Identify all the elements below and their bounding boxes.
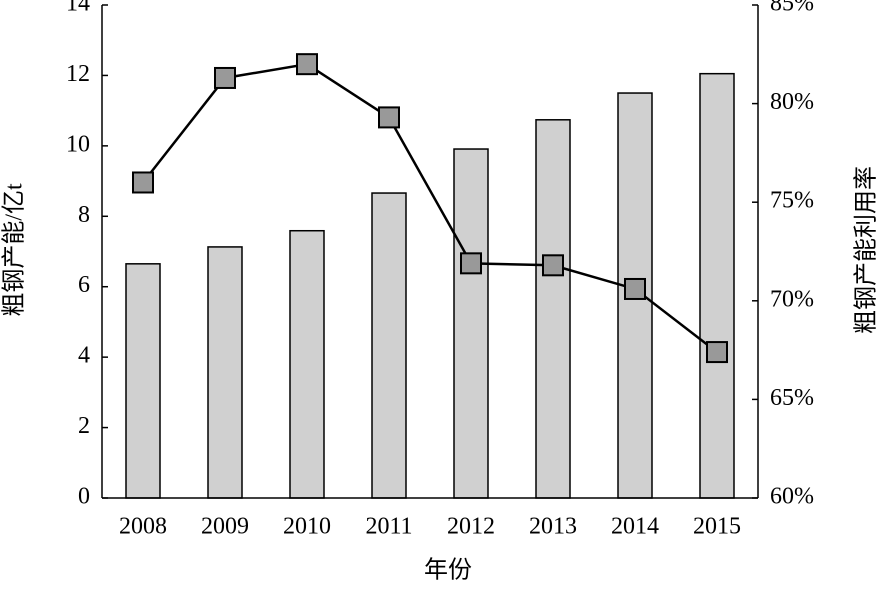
- y-axis-label: 粗钢产能/亿t: [1, 183, 28, 317]
- x-axis-label: 年份: [424, 557, 472, 584]
- y-tick-label: 6: [78, 272, 90, 298]
- x-tick-label: 2013: [529, 514, 577, 540]
- line-marker: [214, 66, 236, 89]
- line-marker: [296, 53, 318, 76]
- y-tick-label: 0: [78, 484, 90, 510]
- y-tick-label: 8: [78, 202, 90, 228]
- y2-tick-label: 85%: [770, 0, 814, 17]
- y2-tick-label: 65%: [770, 385, 814, 411]
- x-tick-label: 2014: [611, 514, 659, 540]
- x-tick-label: 2008: [119, 514, 167, 540]
- x-tick-label: 2010: [283, 514, 331, 540]
- y2-tick-label: 70%: [770, 286, 814, 312]
- bar: [699, 72, 735, 499]
- x-tick-label: 2009: [201, 514, 249, 540]
- y-tick-label: 14: [66, 0, 90, 17]
- y-tick-label: 4: [78, 343, 90, 369]
- bar: [207, 246, 243, 499]
- x-tick-label: 2012: [447, 514, 495, 540]
- line: [142, 62, 718, 354]
- line-marker: [378, 106, 400, 129]
- x-tick-label: 2015: [693, 514, 741, 540]
- y2-tick-label: 60%: [770, 484, 814, 510]
- y2-tick-label: 75%: [770, 188, 814, 214]
- line-marker: [542, 254, 564, 277]
- bar: [535, 119, 571, 499]
- x-tick-label: 2011: [365, 514, 412, 540]
- bar: [289, 229, 325, 499]
- line-marker: [706, 341, 728, 364]
- bar: [371, 192, 407, 499]
- y-tick-label: 2: [78, 413, 90, 439]
- y2-axis-label: 粗钢产能利用率: [853, 166, 880, 334]
- bar: [453, 148, 489, 499]
- line-marker: [460, 252, 482, 275]
- y-tick-label: 12: [66, 61, 90, 87]
- bar: [125, 263, 161, 499]
- y-tick-label: 10: [66, 131, 90, 157]
- line-marker: [132, 171, 154, 194]
- y2-tick-label: 80%: [770, 89, 814, 115]
- line-marker: [624, 277, 646, 300]
